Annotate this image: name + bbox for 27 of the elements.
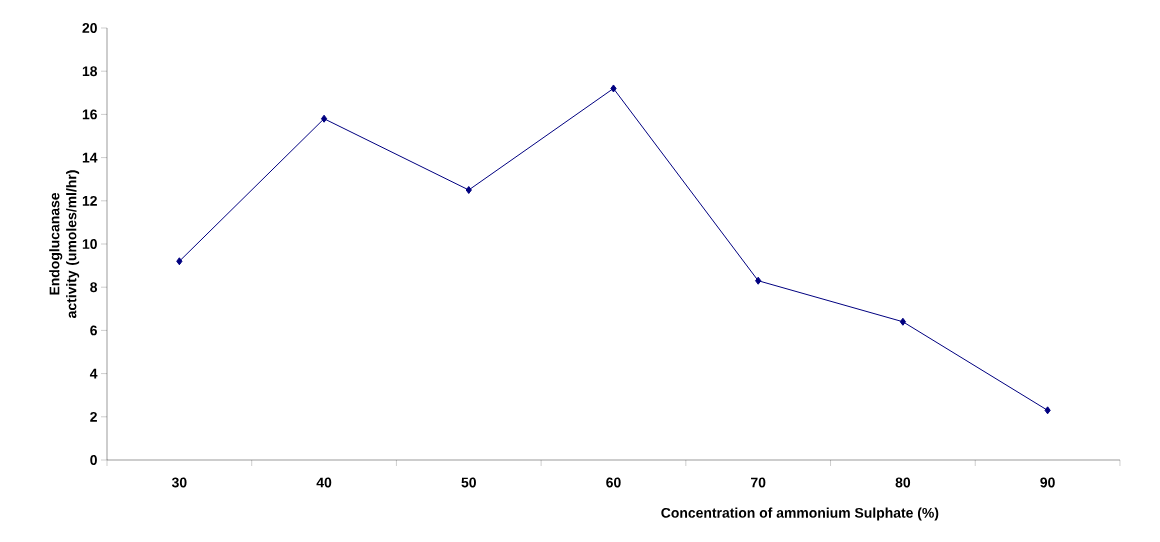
- point: [610, 84, 617, 93]
- point: [320, 114, 328, 123]
- y-tick-label: 2: [90, 411, 97, 422]
- y-tick-label: 18: [82, 66, 98, 77]
- y-tick-label: 20: [82, 23, 97, 33]
- y-tick-label: 14: [82, 152, 98, 163]
- x-tick-label: 60: [606, 477, 621, 488]
- point: [176, 257, 183, 266]
- y-axis-title: Endoglucanase activity (umoles/ml/hr): [49, 170, 80, 318]
- y-tick-label: 10: [82, 239, 97, 249]
- point: [1044, 406, 1051, 415]
- y-tick-label: 0: [90, 455, 97, 465]
- x-axis-title: Concentration of ammonium Sulphate (%): [661, 507, 939, 521]
- point: [899, 317, 907, 326]
- y-tick-label: 12: [82, 195, 97, 206]
- y-tick-label: 16: [82, 109, 97, 120]
- x-tick-label: 80: [895, 477, 911, 488]
- y-tick-label: 4: [89, 368, 98, 379]
- x-tick-label: 30: [171, 477, 187, 488]
- point: [755, 276, 762, 285]
- point: [465, 186, 472, 194]
- x-tick-label: 70: [751, 477, 766, 488]
- x-tick-label: 90: [1040, 477, 1055, 488]
- x-tick-label: 40: [316, 477, 332, 488]
- y-tick-label: 6: [90, 325, 97, 336]
- x-tick-label: 50: [461, 477, 476, 488]
- y-tick-label: 8: [90, 282, 98, 293]
